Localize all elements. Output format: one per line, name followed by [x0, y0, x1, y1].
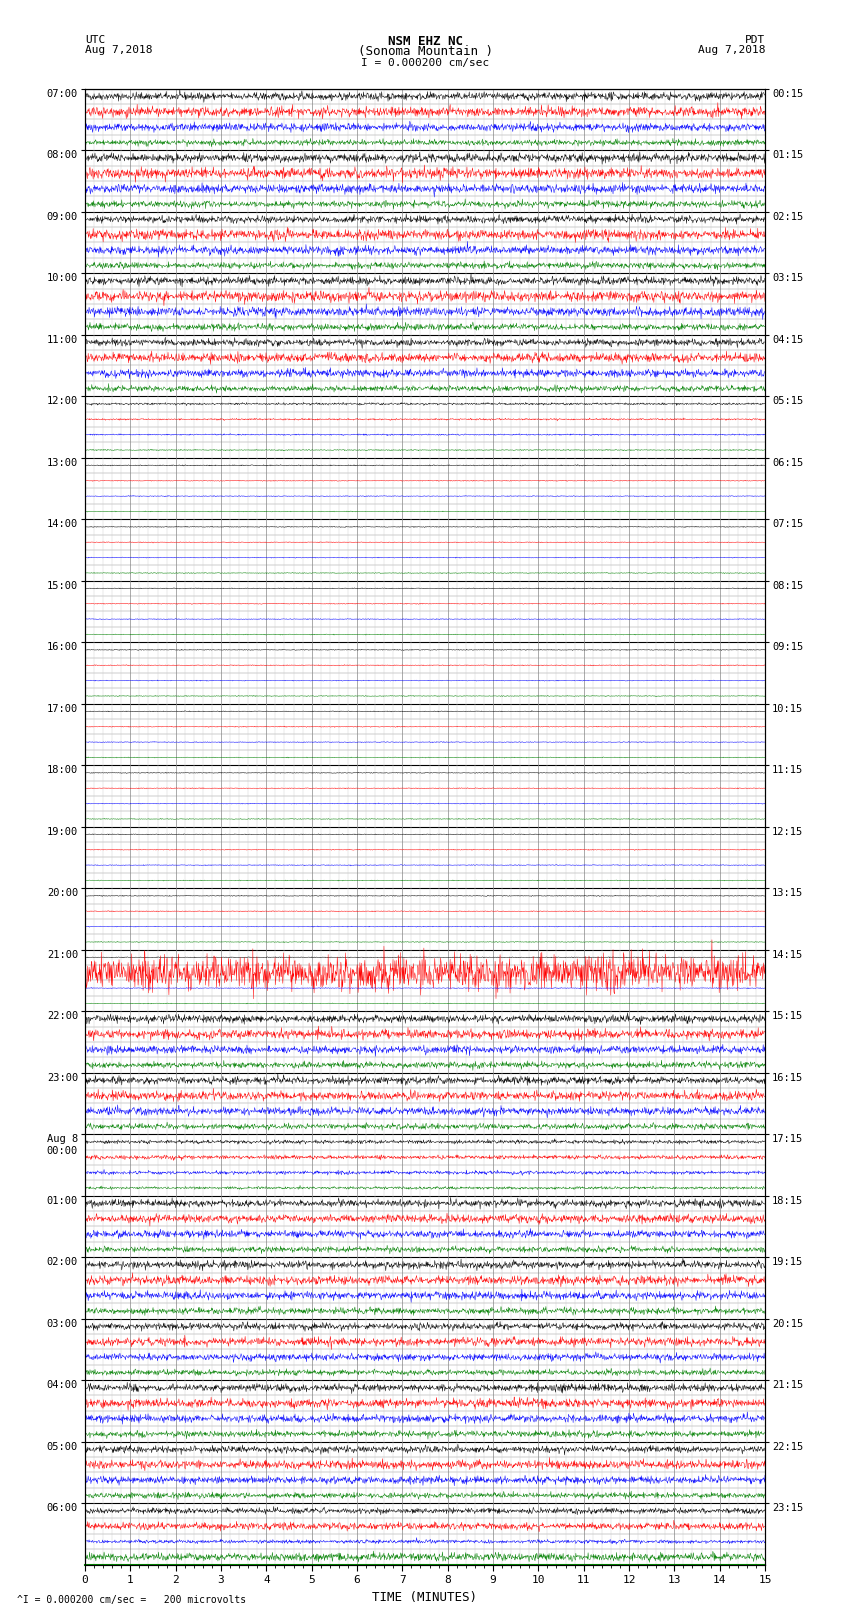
X-axis label: TIME (MINUTES): TIME (MINUTES) — [372, 1590, 478, 1603]
Text: PDT: PDT — [745, 35, 765, 45]
Text: (Sonoma Mountain ): (Sonoma Mountain ) — [358, 45, 492, 58]
Text: Aug 7,2018: Aug 7,2018 — [698, 45, 765, 55]
Text: UTC: UTC — [85, 35, 105, 45]
Text: ^I = 0.000200 cm/sec =   200 microvolts: ^I = 0.000200 cm/sec = 200 microvolts — [17, 1595, 246, 1605]
Text: NSM EHZ NC: NSM EHZ NC — [388, 35, 462, 48]
Text: I = 0.000200 cm/sec: I = 0.000200 cm/sec — [361, 58, 489, 68]
Text: Aug 7,2018: Aug 7,2018 — [85, 45, 152, 55]
